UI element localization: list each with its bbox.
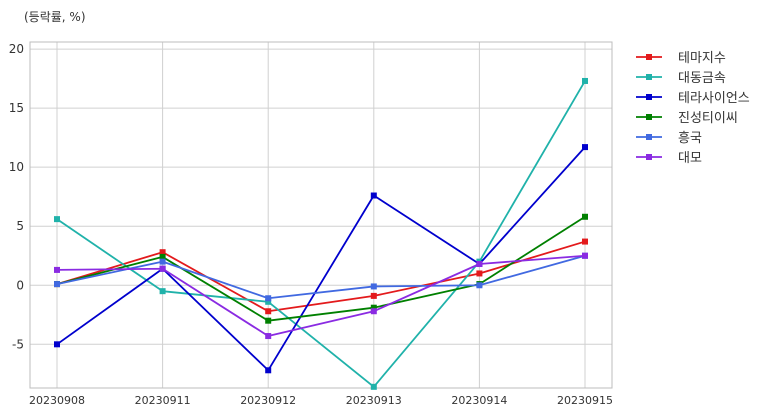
data-point (582, 213, 588, 220)
data-point (159, 258, 166, 265)
y-unit-label: (등락률, %) (24, 10, 86, 24)
data-point (265, 298, 272, 305)
y-tick-label: 5 (16, 219, 24, 233)
data-point (265, 317, 272, 324)
legend-marker (646, 134, 652, 140)
series-line (56, 80, 586, 388)
x-tick-label: 20230908 (29, 394, 85, 407)
data-point (476, 270, 483, 277)
data-point (370, 383, 377, 390)
legend-label: 진성티이씨 (678, 111, 738, 126)
y-tick-label: -5 (12, 337, 24, 351)
legend-marker (646, 54, 652, 60)
y-tick-label: 20 (9, 42, 24, 56)
data-point (54, 281, 60, 288)
series-line (56, 146, 586, 372)
legend-marker (646, 94, 652, 100)
data-point (159, 249, 166, 256)
data-point (370, 304, 377, 311)
data-point (370, 292, 377, 299)
data-point (476, 261, 483, 268)
x-tick-label: 20230914 (451, 394, 507, 407)
data-point (370, 192, 377, 199)
data-point (370, 308, 377, 315)
legend-label: 대동금속 (678, 71, 726, 86)
series-line (56, 240, 586, 313)
legend-marker (646, 74, 652, 80)
data-point (54, 341, 60, 348)
plot-frame (29, 41, 613, 389)
x-tick-label: 20230915 (557, 394, 613, 407)
data-point (159, 265, 166, 272)
legend-label: 테라사이언스 (678, 91, 750, 106)
data-point (265, 367, 272, 374)
series-line (56, 254, 586, 337)
y-tick-label: 15 (9, 101, 24, 115)
series-line (56, 254, 586, 300)
data-point (265, 333, 272, 340)
x-tick-label: 20230913 (346, 394, 402, 407)
legend-label: 대모 (678, 151, 702, 166)
data-point (159, 288, 166, 295)
y-tick-label: 10 (9, 160, 24, 174)
data-point (54, 216, 60, 223)
series-line (56, 216, 586, 322)
data-point (582, 238, 588, 245)
x-tick-label: 20230911 (135, 394, 191, 407)
y-tick-label: 0 (16, 278, 24, 292)
data-point (582, 252, 588, 259)
data-point (370, 283, 377, 290)
legend-label: 테마지수 (678, 51, 726, 66)
legend-marker (646, 114, 652, 120)
data-point (159, 253, 166, 260)
data-point (265, 308, 272, 315)
data-point (54, 266, 60, 273)
data-point (265, 295, 272, 302)
data-point (582, 77, 588, 84)
data-point (582, 144, 588, 151)
legend-label: 흥국 (678, 131, 702, 146)
x-tick-label: 20230912 (240, 394, 296, 407)
data-point (476, 282, 483, 289)
legend-marker (646, 154, 652, 160)
